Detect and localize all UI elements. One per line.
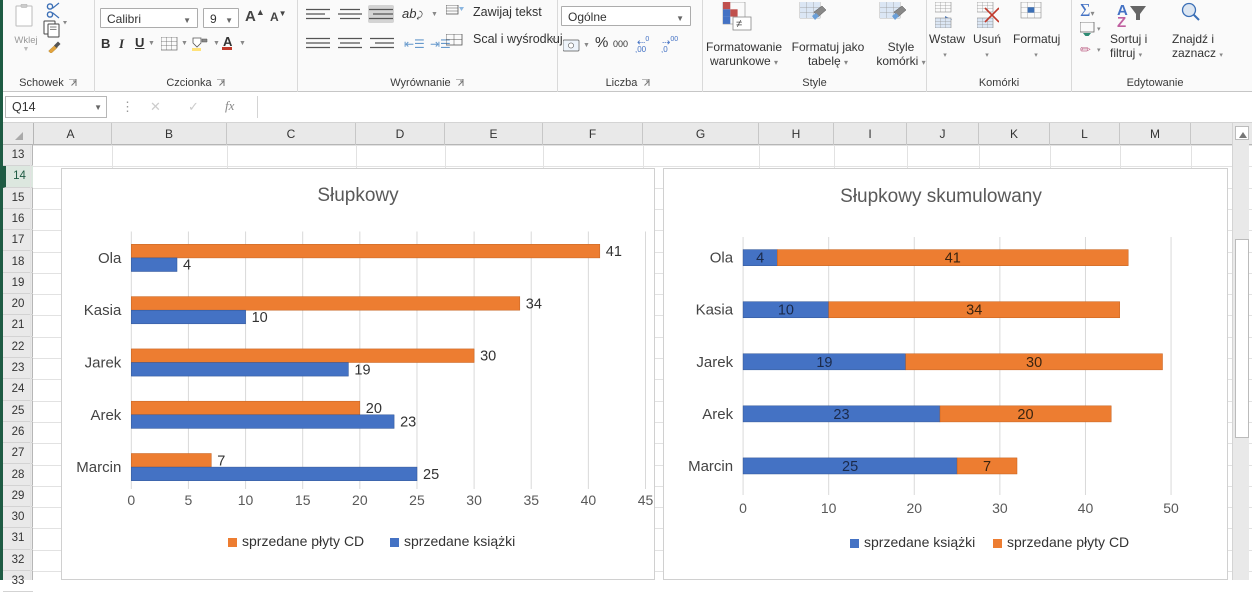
svg-text:25: 25 xyxy=(842,459,858,475)
svg-text:23: 23 xyxy=(400,415,416,431)
svg-text:50: 50 xyxy=(1163,500,1179,516)
svg-text:4: 4 xyxy=(183,258,191,274)
svg-text:Słupkowy skumulowany: Słupkowy skumulowany xyxy=(840,186,1042,207)
svg-text:41: 41 xyxy=(945,251,961,267)
svg-text:10: 10 xyxy=(252,310,268,326)
svg-text:40: 40 xyxy=(1078,500,1094,516)
svg-text:20: 20 xyxy=(906,500,922,516)
svg-text:Arek: Arek xyxy=(702,406,733,423)
svg-text:sprzedane książki: sprzedane książki xyxy=(864,534,975,550)
svg-text:19: 19 xyxy=(354,362,370,378)
svg-text:30: 30 xyxy=(480,349,496,365)
svg-text:≠: ≠ xyxy=(736,18,742,30)
svg-text:20: 20 xyxy=(366,401,382,417)
svg-text:Marcin: Marcin xyxy=(76,459,121,476)
svg-text:45: 45 xyxy=(638,492,654,508)
svg-text:Ola: Ola xyxy=(98,250,122,267)
svg-text:40: 40 xyxy=(581,492,597,508)
svg-text:4: 4 xyxy=(756,251,764,267)
svg-text:34: 34 xyxy=(526,296,542,312)
svg-text:19: 19 xyxy=(816,355,832,371)
svg-text:Kasia: Kasia xyxy=(696,302,734,319)
svg-text:sprzedane płyty CD: sprzedane płyty CD xyxy=(242,533,364,549)
svg-text:0: 0 xyxy=(739,500,747,516)
svg-text:sprzedane płyty CD: sprzedane płyty CD xyxy=(1007,534,1129,550)
svg-text:Kasia: Kasia xyxy=(84,302,122,319)
svg-text:41: 41 xyxy=(606,244,622,260)
svg-text:7: 7 xyxy=(983,459,991,475)
svg-text:15: 15 xyxy=(295,492,311,508)
svg-text:34: 34 xyxy=(966,303,982,319)
svg-text:10: 10 xyxy=(778,303,794,319)
svg-text:Jarek: Jarek xyxy=(696,354,733,371)
svg-text:20: 20 xyxy=(352,492,368,508)
svg-text:0: 0 xyxy=(127,492,135,508)
svg-text:Jarek: Jarek xyxy=(85,355,122,372)
svg-text:5: 5 xyxy=(185,492,193,508)
svg-text:30: 30 xyxy=(1026,355,1042,371)
svg-text:10: 10 xyxy=(238,492,254,508)
svg-text:20: 20 xyxy=(1017,407,1033,423)
svg-text:Arek: Arek xyxy=(90,407,121,424)
svg-text:25: 25 xyxy=(423,467,439,483)
svg-text:Słupkowy: Słupkowy xyxy=(317,185,399,206)
svg-text:Ola: Ola xyxy=(710,250,734,267)
svg-text:25: 25 xyxy=(409,492,425,508)
svg-text:30: 30 xyxy=(992,500,1008,516)
svg-text:35: 35 xyxy=(523,492,539,508)
svg-text:sprzedane książki: sprzedane książki xyxy=(404,533,515,549)
svg-text:30: 30 xyxy=(466,492,482,508)
svg-text:Marcin: Marcin xyxy=(688,458,733,475)
svg-text:10: 10 xyxy=(821,500,837,516)
svg-text:7: 7 xyxy=(217,453,225,469)
svg-text:23: 23 xyxy=(833,407,849,423)
